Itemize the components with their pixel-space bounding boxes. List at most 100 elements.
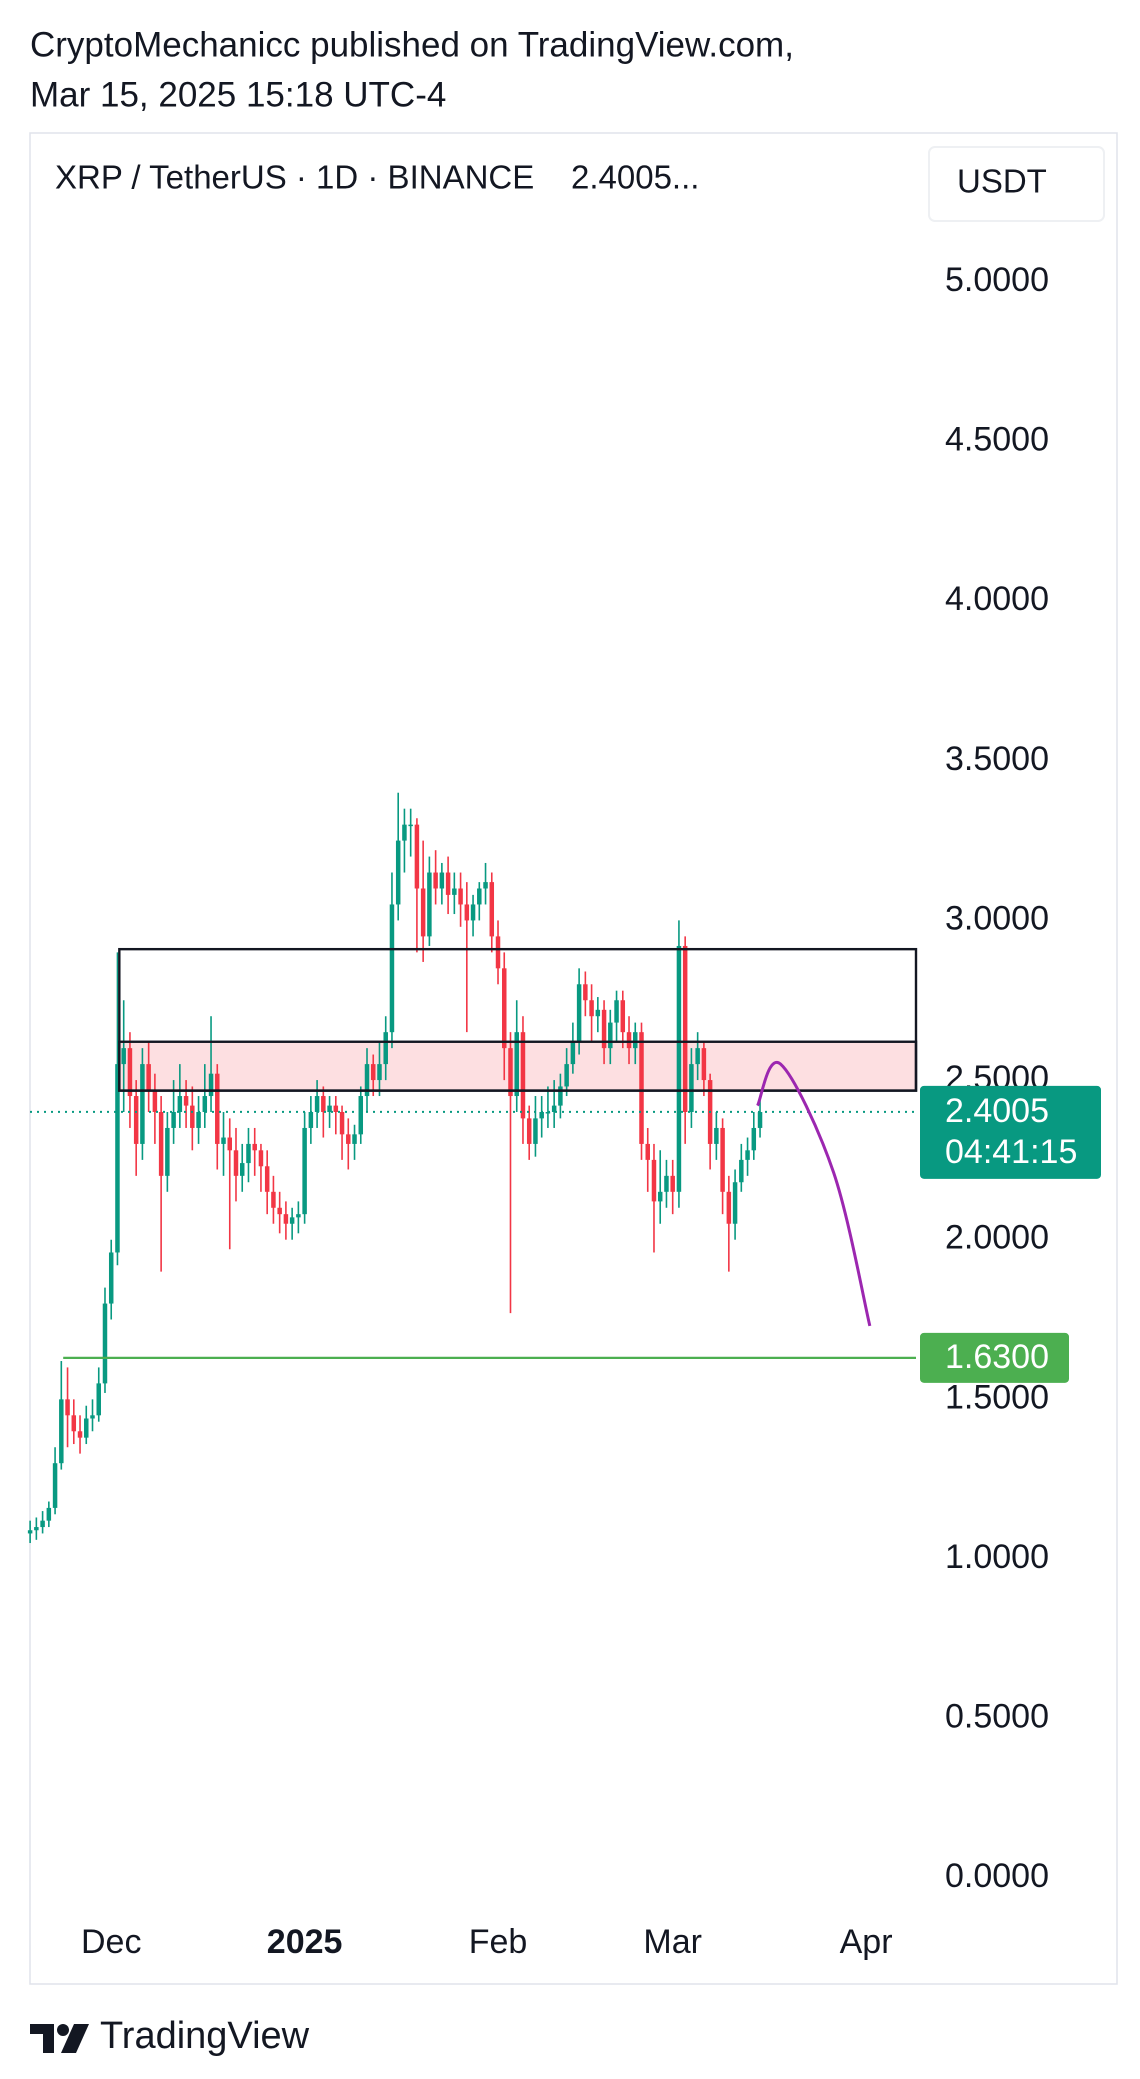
y-tick-label: 4.0000 — [945, 580, 1049, 618]
candle-body — [115, 1064, 120, 1253]
candle-body — [239, 1163, 245, 1176]
candle-body — [651, 1159, 657, 1202]
candle-body — [339, 1111, 345, 1135]
candle-body — [558, 1086, 563, 1106]
currency-box[interactable] — [928, 146, 1105, 222]
candle-body — [745, 1150, 750, 1160]
candle-body — [551, 1105, 557, 1112]
candle-body — [564, 1064, 569, 1087]
candle-body — [433, 872, 438, 889]
candle-body — [177, 1096, 183, 1112]
candle-body — [171, 1111, 176, 1128]
candle-body — [445, 872, 451, 895]
candle-body — [657, 1191, 663, 1202]
candle-body — [495, 936, 501, 969]
candle-body — [477, 888, 482, 905]
candle-body — [65, 1399, 70, 1416]
level-label: 1.6300 — [945, 1338, 1049, 1376]
candle-body — [221, 1137, 226, 1144]
candle-body — [183, 1096, 189, 1106]
candle-body — [96, 1383, 101, 1416]
candle-body — [570, 1041, 576, 1065]
candle-body — [370, 1064, 376, 1081]
candle-body — [633, 1032, 638, 1049]
candle-body — [308, 1111, 314, 1128]
candle-body — [127, 1048, 133, 1097]
candle-body — [296, 1214, 301, 1218]
candle-body — [452, 888, 457, 895]
candle-body — [502, 968, 507, 1049]
candle-body — [289, 1217, 295, 1224]
candle-body — [395, 840, 401, 905]
candle-body — [614, 1000, 619, 1023]
candle-body — [427, 872, 432, 937]
candle-body — [601, 1009, 607, 1049]
y-tick-label: 0.5000 — [945, 1698, 1049, 1736]
candle-body — [414, 824, 420, 889]
y-tick-label: 2.0000 — [945, 1219, 1049, 1257]
candle-body — [27, 1530, 33, 1534]
symbol-legend: XRP / TetherUS · 1D · BINANCE — [55, 159, 534, 196]
zone-outline — [118, 1040, 918, 1092]
candle-body — [545, 1111, 551, 1114]
candle-body — [464, 904, 470, 921]
candle-body — [152, 1089, 158, 1112]
candle-body — [252, 1143, 257, 1151]
chart-frame — [29, 132, 1118, 1985]
candle-body — [90, 1415, 95, 1419]
candle-body — [689, 1064, 694, 1112]
candle-body — [84, 1418, 89, 1438]
candle-body — [682, 945, 688, 1112]
logo-slash — [61, 2024, 89, 2053]
logo-t — [30, 2024, 54, 2053]
candle-body — [258, 1150, 264, 1167]
candle-body — [133, 1096, 139, 1144]
candle-body — [739, 1159, 744, 1183]
candle-body — [202, 1096, 208, 1112]
candle-body — [215, 1073, 220, 1144]
y-tick-label: 1.0000 — [945, 1538, 1049, 1576]
level-tag — [920, 1332, 1069, 1383]
candle-body — [158, 1111, 164, 1176]
candle-body — [208, 1073, 214, 1097]
candle-body — [283, 1214, 289, 1224]
candle-body — [439, 872, 445, 889]
candle-body — [589, 1000, 594, 1017]
candle-body — [458, 888, 463, 905]
candle-body — [664, 1175, 669, 1192]
candle-body — [526, 1118, 532, 1144]
candle-body — [165, 1127, 170, 1176]
x-tick-label: Mar — [643, 1923, 702, 1961]
candle-body — [196, 1111, 201, 1128]
candle-body — [227, 1137, 233, 1151]
candle-body — [420, 888, 426, 937]
candle-body — [358, 1096, 364, 1135]
candle-body — [108, 1252, 114, 1304]
candle-body — [389, 904, 395, 1033]
candle-body — [514, 1032, 519, 1097]
candle-body — [720, 1127, 725, 1192]
last-price-tag — [920, 1085, 1101, 1179]
candle-body — [383, 1032, 388, 1065]
candle-body — [608, 1022, 613, 1049]
candle-body — [377, 1064, 382, 1081]
y-tick-label: 1.5000 — [945, 1378, 1049, 1416]
candle-body — [408, 824, 413, 827]
candle-body — [352, 1134, 357, 1144]
candle-body — [321, 1096, 326, 1112]
candle-body — [583, 984, 588, 1001]
candle-body — [751, 1127, 757, 1151]
logo-dot — [57, 2024, 69, 2036]
currency[interactable]: USDT — [957, 163, 1047, 200]
candle-body — [595, 1009, 601, 1017]
candle-body — [52, 1463, 58, 1508]
y-tick-label: 0.0000 — [945, 1857, 1049, 1895]
candle-body — [402, 824, 407, 841]
candle-body — [190, 1105, 195, 1128]
brand-name: TradingView — [100, 2015, 310, 2057]
brand-logo — [30, 2024, 89, 2053]
candle-body — [714, 1127, 719, 1144]
author-line: CryptoMechanicc published on TradingView… — [30, 25, 794, 64]
candle-body — [539, 1111, 544, 1119]
